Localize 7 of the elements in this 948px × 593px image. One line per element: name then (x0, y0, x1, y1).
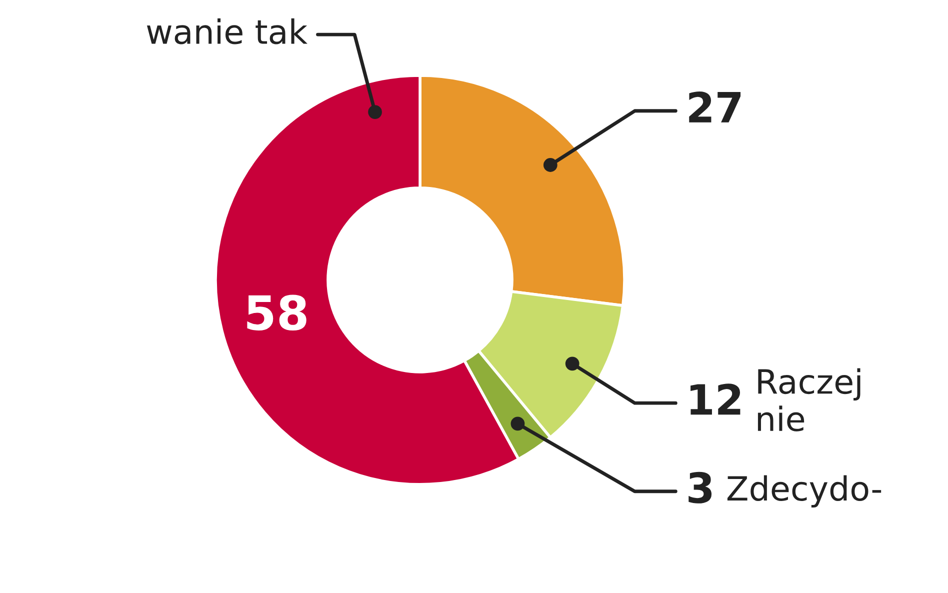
data-label: 27 (689, 91, 741, 122)
data-label: 12 (690, 384, 740, 415)
data-label: 58 (247, 294, 306, 331)
slice-label: wanie tak (146, 18, 308, 44)
slice-label: Zdecydo- (727, 475, 882, 508)
data-label: 3 (688, 472, 712, 504)
slice-label: Raczej nie (758, 368, 860, 432)
